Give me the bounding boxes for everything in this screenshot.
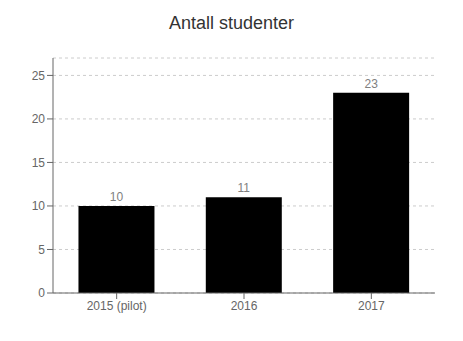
svg-text:2016: 2016 — [231, 299, 258, 313]
svg-text:11: 11 — [238, 181, 251, 195]
svg-text:10: 10 — [110, 190, 124, 204]
svg-text:2015 (pilot): 2015 (pilot) — [87, 299, 147, 313]
svg-text:25: 25 — [32, 69, 46, 83]
svg-text:20: 20 — [32, 112, 46, 126]
svg-text:5: 5 — [38, 243, 45, 257]
svg-text:10: 10 — [32, 199, 46, 213]
svg-text:2017: 2017 — [358, 299, 385, 313]
svg-text:15: 15 — [32, 156, 46, 170]
svg-text:0: 0 — [38, 286, 45, 300]
svg-text:23: 23 — [364, 77, 378, 91]
html-text:Antall studenter: Antall studenter — [169, 13, 294, 33]
